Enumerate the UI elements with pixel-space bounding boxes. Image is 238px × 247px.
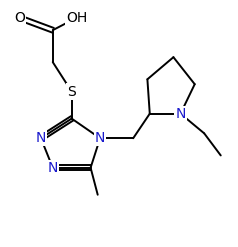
Text: OH: OH (66, 11, 87, 25)
Text: S: S (67, 84, 76, 99)
Text: O: O (14, 11, 25, 25)
Text: N: N (48, 161, 58, 175)
Text: N: N (36, 131, 46, 145)
Text: N: N (175, 107, 186, 121)
Text: N: N (95, 131, 105, 145)
